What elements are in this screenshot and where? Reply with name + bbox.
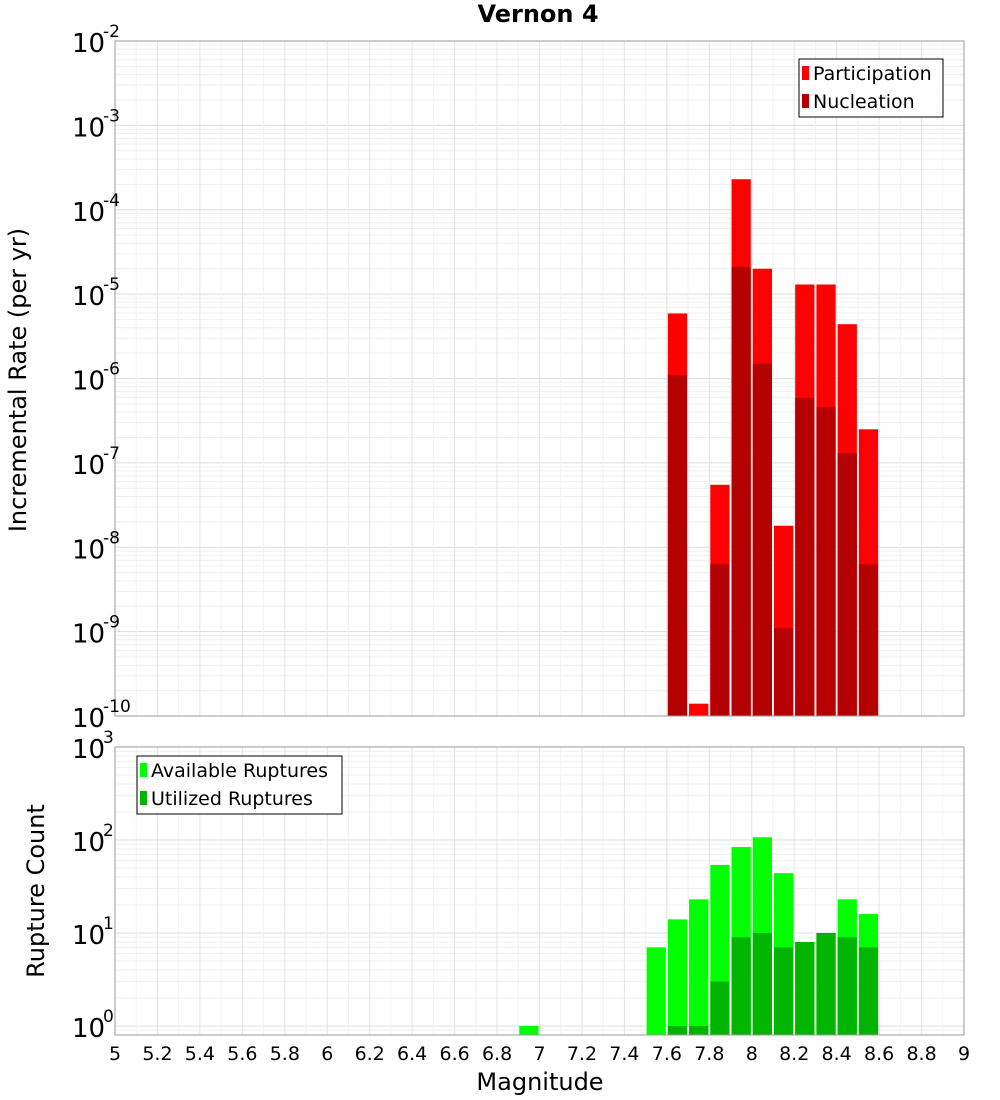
rate-bar-series2 [795,397,815,716]
count-plot-frame [114,746,965,1036]
x-tick-label: 6 [321,1043,333,1065]
x-tick-label: 8 [746,1043,758,1065]
x-axis-label: Magnitude [476,1068,603,1096]
x-tick-label: 8.8 [906,1043,936,1065]
count-y-tick-label: 10 [72,1014,105,1044]
rate-y-tick-label: 10 [72,113,105,143]
count-bar-series2 [773,947,794,1035]
rate-y-tick-label: 10 [72,704,105,734]
count-y-tick-exponent: 0 [103,1007,114,1027]
rate-bar-series2 [837,453,857,716]
count-legend-box [136,755,343,815]
rate-y-tick-exponent: -3 [103,106,120,126]
rate-y-tick-exponent: -9 [103,613,120,633]
count-bar-series2 [837,937,857,1035]
x-tick-label: 8.4 [822,1043,852,1065]
rate-bar-series2 [858,564,879,716]
count-bar-series2 [689,1025,709,1035]
count-y-tick-exponent: 1 [103,914,114,934]
rate-y-tick-label: 10 [72,620,105,650]
count-bar-series2 [858,947,879,1035]
available-legend-label: Available Ruptures [151,760,328,782]
x-tick-label: 6.2 [355,1043,385,1065]
count-bar-series2 [667,1025,688,1035]
x-tick-label: 7.4 [609,1043,639,1065]
x-tick-label: 7.6 [652,1043,682,1065]
x-tick-label: 9 [958,1043,970,1065]
rate-bar-series2 [710,564,730,716]
rate-bar-series2 [731,266,751,716]
rate-bars [667,179,879,716]
count-bar-series1 [667,919,688,1035]
rate-y-tick-label: 10 [72,29,105,59]
x-tick-label: 5.6 [227,1043,257,1065]
rate-bar-series2 [667,375,688,716]
rate-y-tick-exponent: -8 [103,528,120,548]
rate-y-tick-label: 10 [72,282,105,312]
count-y-tick-label: 10 [72,735,105,765]
x-tick-label: 8.2 [779,1043,809,1065]
x-tick-label: 7 [533,1043,545,1065]
nucleation-legend-label: Nucleation [813,91,915,113]
rate-legend: Participation Nucleation [798,58,944,118]
x-tick-label: 5.4 [185,1043,215,1065]
count-y-tick-label: 10 [72,921,105,951]
rate-y-axis-label: Incremental Rate (per yr) [4,228,32,532]
rate-plot-frame [114,40,965,717]
x-tick-label: 7.8 [694,1043,724,1065]
nucleation-legend-swatch [802,94,809,108]
count-bar-series1 [646,947,666,1035]
count-bar-series2 [795,942,815,1035]
count-bar-series2 [710,981,730,1035]
rate-y-tick-exponent: -10 [103,697,131,717]
available-legend-swatch [140,763,147,777]
utilized-legend-swatch [140,791,147,805]
count-y-tick-exponent: 3 [103,728,114,748]
count-legend: Available Ruptures Utilized Ruptures [136,755,343,815]
rate-y-tick-exponent: -4 [103,191,120,211]
chart-title: Vernon 4 [477,0,598,28]
x-tick-label: 7.2 [567,1043,597,1065]
count-bar-series2 [731,937,751,1035]
count-bar-series1 [519,1025,539,1035]
rate-y-tick-exponent: -5 [103,275,120,295]
rate-y-tick-label: 10 [72,535,105,565]
count-bar-series2 [816,932,836,1035]
rate-y-tick-label: 10 [72,451,105,481]
rate-bar-series2 [773,628,794,716]
x-tick-label: 6.6 [439,1043,469,1065]
rate-y-tick-exponent: -6 [103,360,120,380]
rate-y-tick-exponent: -7 [103,444,120,464]
x-tick-label: 5 [109,1043,121,1065]
count-bars [519,837,879,1035]
x-tick-label: 5.8 [270,1043,300,1065]
rate-y-tick-label: 10 [72,367,105,397]
rate-bar-series1 [689,703,709,716]
count-bar-series2 [752,932,772,1035]
rate-y-tick-exponent: -2 [103,22,120,42]
participation-legend-swatch [802,66,809,80]
x-axis-ticks: 5 5.2 5.4 5.6 5.8 6 6.2 6.4 6.6 6.8 7 7.2 7.4 7.6 7.8 8… [109,1043,970,1065]
utilized-legend-label: Utilized Ruptures [151,788,313,810]
rate-grid [114,40,965,717]
rate-bar-series2 [752,363,772,716]
count-y-tick-exponent: 2 [103,821,114,841]
participation-legend-label: Participation [813,63,932,85]
count-y-tick-label: 10 [72,828,105,858]
x-tick-label: 6.8 [482,1043,512,1065]
rate-bar-series2 [816,406,836,716]
count-bar-series1 [689,899,709,1035]
x-tick-label: 5.2 [142,1043,172,1065]
rate-y-tick-label: 10 [72,198,105,228]
x-tick-label: 6.4 [397,1043,427,1065]
x-tick-label: 8.6 [864,1043,894,1065]
count-y-axis-label: Rupture Count [22,804,50,978]
rate-legend-box [798,58,944,118]
